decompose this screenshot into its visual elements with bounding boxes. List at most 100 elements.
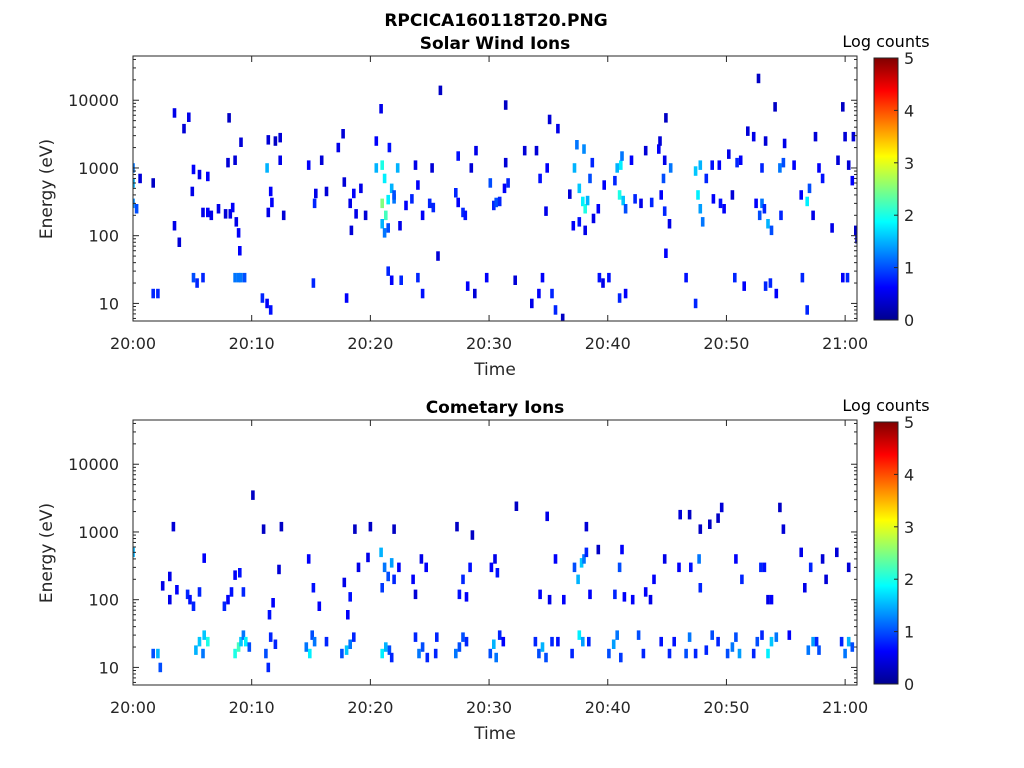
spectrogram-cell: [817, 645, 821, 655]
spectrogram-cell: [537, 648, 541, 659]
spectrogram-cell: [778, 163, 782, 173]
spectrogram-cell: [774, 288, 779, 299]
spectrogram-cell: [718, 198, 723, 209]
spectrogram-cell: [266, 662, 271, 673]
spectrogram-cell: [813, 131, 818, 142]
y-tick-label: 100: [88, 227, 119, 246]
spectrogram-cell: [582, 554, 586, 564]
spectrogram-cell: [404, 200, 408, 211]
spectrogram-cell: [664, 248, 668, 258]
spectrogram-cell: [191, 601, 196, 611]
spectrogram-cell: [465, 281, 470, 291]
spectrogram-cell: [698, 160, 703, 170]
spectrogram-cell: [722, 204, 726, 214]
spectrogram-cell: [230, 202, 235, 213]
colorbar-tick-label: 1: [904, 259, 914, 278]
spectrogram-cell: [540, 272, 545, 283]
spectrogram-cell: [435, 632, 439, 642]
spectrogram-cell: [380, 583, 384, 593]
spectrogram-cell: [346, 610, 350, 620]
spectrogram-cell: [850, 642, 855, 652]
spectrogram-cell: [454, 188, 458, 198]
spectrogram-cell: [352, 632, 356, 642]
spectrogram-cell: [503, 157, 508, 168]
spectrogram-cell: [484, 272, 489, 283]
spectrogram-cell: [172, 108, 177, 118]
spectrogram-cell: [710, 160, 714, 170]
spectrogram-cell: [420, 642, 425, 652]
spectrogram-cell: [547, 594, 552, 605]
spectrogram-cell: [374, 136, 379, 146]
spectrogram-cell: [395, 163, 400, 173]
spectrogram-cell: [261, 524, 266, 534]
x-tick-label: 20:10: [229, 698, 275, 717]
spectrogram-cell: [151, 178, 155, 188]
spectrogram-cell: [636, 630, 641, 640]
spectrogram-cell: [814, 636, 819, 647]
spectrogram-cell: [597, 272, 602, 283]
spectrogram-cell: [820, 173, 825, 184]
spectrogram-cell: [773, 102, 777, 112]
spectrogram-cell: [582, 144, 586, 154]
spectrogram-cell: [151, 648, 155, 659]
spectrogram-cell: [839, 636, 844, 647]
spectrogram-cell: [277, 564, 281, 575]
spectrogram-cell: [506, 178, 510, 188]
spectrogram-cell: [664, 113, 668, 123]
spectrogram-cell: [684, 272, 688, 283]
spectrogram-cell: [172, 221, 177, 231]
spectrogram-cell: [596, 544, 601, 555]
spectrogram-cell: [811, 636, 815, 647]
x-tick-label: 21:00: [822, 334, 868, 353]
spectrogram-cell: [264, 648, 268, 659]
spectrogram-cell: [386, 194, 390, 205]
spectrogram-cell: [317, 601, 322, 611]
spectrogram-cell: [430, 163, 434, 173]
x-tick-label: 20:10: [229, 334, 275, 353]
spectrogram-cell: [226, 594, 230, 605]
spectrogram-cell: [621, 195, 625, 206]
spectrogram-cell: [716, 636, 720, 647]
spectrogram-cell: [639, 198, 643, 209]
spectrogram-cell: [503, 100, 508, 110]
spectrogram-cell: [781, 524, 786, 534]
spectrogram-cell: [613, 175, 617, 186]
spectrogram-cell: [464, 636, 469, 647]
x-tick-label: 20:40: [585, 698, 631, 717]
spectrogram-cell: [662, 206, 667, 216]
spectrogram-cell: [820, 554, 825, 564]
spectrogram-cell: [540, 642, 545, 652]
spectrogram-cell: [661, 173, 666, 184]
colorbar-tick-label: 2: [904, 570, 914, 589]
spectrogram-cell: [572, 562, 577, 573]
spectrogram-cell: [762, 204, 767, 214]
spectrogram-cell: [787, 630, 792, 640]
spectrogram-cell: [497, 196, 502, 207]
spectrogram-cell: [622, 592, 627, 602]
spectrogram-cell: [201, 207, 205, 218]
spectrogram-cell: [841, 272, 845, 283]
spectrogram-cell: [341, 129, 345, 139]
spectrogram-cell: [251, 490, 255, 500]
colorbar-tick-label: 1: [904, 623, 914, 642]
spectrogram-cell: [643, 587, 648, 597]
spectrogram-cell: [730, 642, 735, 652]
spectrogram-cell: [306, 554, 311, 564]
spectrogram-cell: [544, 652, 548, 663]
spectrogram-cell: [270, 197, 274, 208]
spectrogram-cell: [533, 636, 538, 647]
spectrogram-cell: [380, 219, 384, 229]
spectrogram-cell: [693, 298, 698, 309]
spectrogram-cell: [344, 293, 349, 303]
spectrogram-cell: [583, 225, 587, 236]
spectrogram-cell: [384, 642, 388, 652]
spectrogram-cell: [778, 502, 782, 513]
spectrogram-cell: [615, 163, 619, 173]
spectrogram-cell: [265, 298, 269, 309]
spectrogram-cell: [774, 632, 779, 642]
spectrogram-cell: [556, 123, 560, 134]
spectrogram-cell: [456, 197, 460, 208]
spectrogram-cell: [562, 594, 566, 605]
spectrogram-cell: [677, 562, 681, 573]
spectrogram-cell: [156, 648, 160, 659]
